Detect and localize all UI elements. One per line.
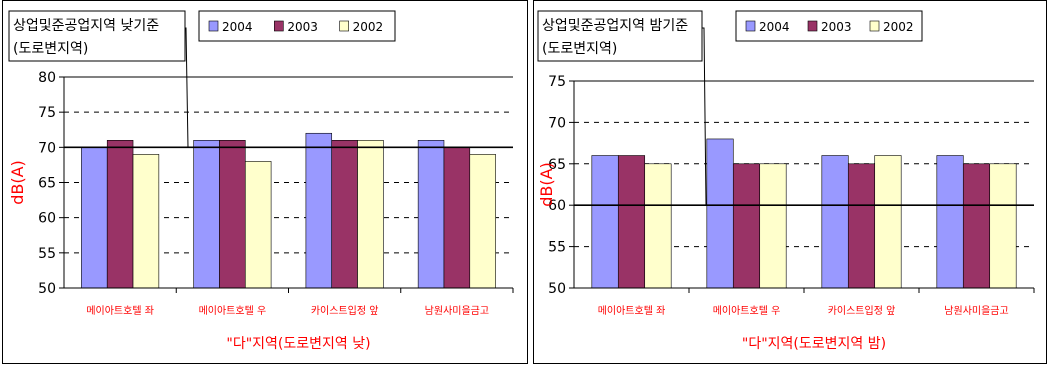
bar [759, 163, 787, 289]
bar [847, 163, 876, 289]
legend-swatch [869, 20, 880, 32]
legend-label: 2004 [759, 20, 790, 34]
chart-panel-night: 50 55 60 65 70 75 메이아트호텔 좌 메이아트호텔 우 카이스트입정 앞 남원사미… [533, 0, 1047, 364]
bar [962, 163, 991, 289]
chart-day-svg: 50 55 60 65 70 75 80 메이아트호텔 좌 메이아트호텔 우 카이스트입정 앞 남원… [8, 10, 514, 352]
standard-annotation-line1: 상업및준공업지역 낮기준 [13, 18, 159, 34]
chart-panel-day: 50 55 60 65 70 75 80 메이아트호텔 좌 메이아트호텔 우 카이스트입정 앞 남원… [2, 0, 528, 364]
x-category-label: 남원사미을금고 [944, 305, 1008, 317]
bar [132, 154, 160, 289]
bar [357, 140, 384, 289]
bar [469, 154, 496, 289]
bar [305, 132, 333, 289]
bar [617, 155, 646, 289]
x-category-label: 남원사미을금고 [425, 305, 489, 317]
bar [591, 155, 619, 289]
annotation-leader-line [702, 27, 707, 206]
legend-label: 2002 [353, 20, 384, 34]
bar [936, 155, 964, 289]
standard-annotation-box [537, 10, 703, 62]
x-axis-title: "다"지역(도로변지역 낮) [226, 336, 370, 352]
legend-swatch [745, 20, 756, 32]
chart-night-svg: 50 55 60 65 70 75 메이아트호텔 좌 메이아트호텔 우 카이스트입정 앞 남원사미… [537, 10, 1035, 352]
legend-box [735, 10, 923, 42]
y-tick-label: 75 [548, 74, 566, 90]
y-tick-label: 50 [548, 281, 566, 297]
bar [821, 155, 849, 289]
bar [219, 140, 246, 289]
x-category-label: 메이아트호텔 우 [713, 305, 781, 317]
y-tick-label: 70 [548, 115, 566, 131]
x-category-label: 메이아트호텔 좌 [86, 305, 154, 317]
bar [193, 140, 220, 289]
y-tick-label: 55 [38, 246, 56, 262]
bar [706, 138, 734, 289]
bar [989, 163, 1017, 289]
bar [417, 140, 445, 289]
bar [81, 147, 108, 289]
standard-annotation-line2: (도로변지역) [542, 41, 617, 57]
legend-label: 2002 [883, 20, 914, 34]
bar [732, 163, 761, 289]
bar [644, 163, 672, 289]
legend-label: 2004 [222, 20, 253, 34]
bar [331, 140, 358, 289]
y-tick-label: 70 [38, 140, 56, 156]
standard-annotation-line2: (도로변지역) [13, 41, 88, 57]
bar [443, 147, 471, 289]
bar [106, 140, 134, 289]
legend-label: 2003 [287, 20, 318, 34]
y-axis-label: dB(A) [8, 160, 27, 205]
bar [874, 155, 902, 289]
x-category-label: 메이아트호텔 좌 [598, 305, 666, 317]
standard-annotation-line1: 상업및준공업지역 밤기준 [542, 18, 688, 34]
legend-swatch [807, 20, 818, 32]
y-tick-label: 55 [548, 240, 566, 256]
standard-annotation-box [8, 10, 186, 62]
y-tick-label: 50 [38, 281, 56, 297]
x-category-label: 카이스트입정 앞 [311, 304, 379, 317]
bar [244, 161, 272, 289]
legend-swatch [339, 20, 349, 32]
y-tick-label: 80 [38, 70, 56, 86]
y-tick-label: 65 [38, 176, 56, 192]
annotation-leader-line [185, 27, 189, 148]
legend-box [198, 10, 396, 42]
y-axis-label: dB(A) [537, 162, 556, 207]
x-category-label: 카이스트입정 앞 [828, 304, 896, 317]
legend-swatch [274, 20, 284, 32]
x-axis-title: "다"지역(도로변지역 밤) [742, 336, 886, 352]
x-category-label: 메이아트호텔 우 [199, 305, 267, 317]
legend-swatch [208, 20, 219, 32]
y-tick-label: 75 [38, 105, 56, 121]
y-tick-label: 60 [38, 211, 56, 227]
legend-label: 2003 [821, 20, 852, 34]
y-tick-label: 65 [548, 157, 566, 173]
y-tick-label: 60 [548, 198, 566, 214]
